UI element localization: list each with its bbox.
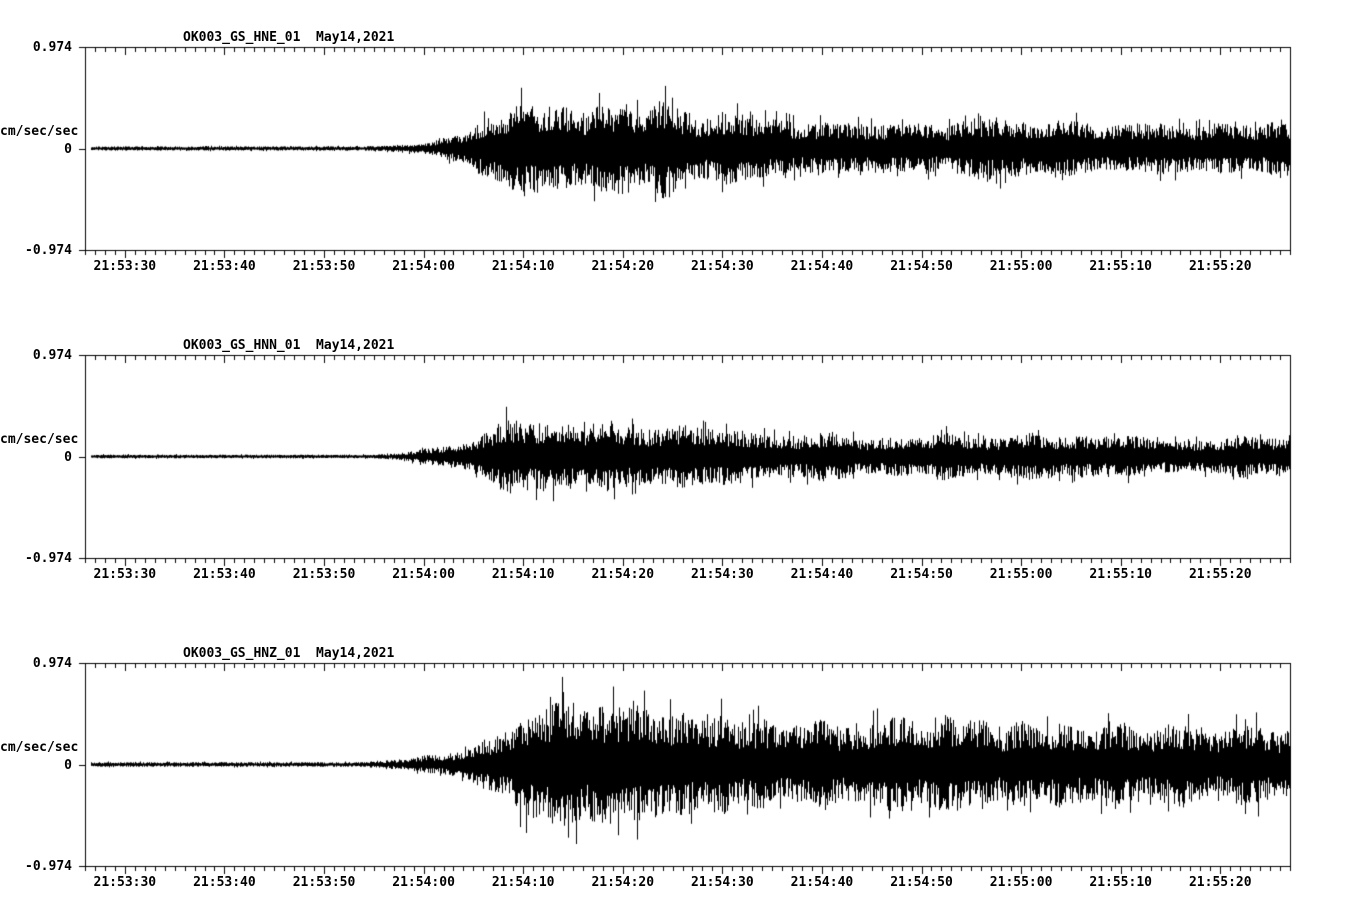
x-tick-label: 21:54:30 — [691, 567, 754, 582]
y-tick-label-zero: 0 — [64, 450, 72, 465]
seismogram-panel-hnz: OK003_GS_HNZ_01 May14,2021 0.974 cm/sec/… — [0, 616, 1358, 924]
x-tick-label: 21:55:20 — [1188, 875, 1252, 890]
waveform-trace-hne — [0, 0, 1358, 308]
x-tick-label: 21:54:00 — [392, 259, 455, 274]
x-tick-label: 21:54:00 — [392, 567, 455, 582]
x-tick-label: 21:54:40 — [790, 259, 854, 274]
x-tick-label: 21:54:50 — [890, 567, 953, 582]
waveform-trace-hnn — [0, 308, 1358, 616]
x-tick-label: 21:55:10 — [1089, 259, 1152, 274]
x-tick-label: 21:53:30 — [93, 875, 157, 890]
y-tick-label-max: 0.974 — [32, 40, 72, 55]
panel-title: OK003_GS_HNZ_01 May14,2021 — [183, 646, 395, 661]
x-tick-label: 21:54:00 — [392, 875, 455, 890]
x-tick-label: 21:54:10 — [491, 567, 555, 582]
x-tick-label: 21:55:20 — [1188, 567, 1252, 582]
x-tick-label: 21:54:20 — [591, 567, 655, 582]
panel-title: OK003_GS_HNE_01 May14,2021 — [183, 30, 395, 45]
y-axis-unit-label: cm/sec/sec — [0, 124, 79, 139]
y-tick-label-max: 0.974 — [32, 348, 72, 363]
x-tick-label: 21:54:40 — [790, 567, 854, 582]
x-tick-label: 21:53:50 — [292, 259, 356, 274]
x-tick-label: 21:54:30 — [691, 875, 754, 890]
x-tick-label: 21:55:10 — [1089, 875, 1152, 890]
x-tick-label: 21:55:10 — [1089, 567, 1152, 582]
x-tick-label: 21:53:30 — [93, 567, 157, 582]
y-tick-label-min: -0.974 — [25, 551, 72, 566]
y-tick-label-max: 0.974 — [32, 656, 72, 671]
x-tick-label: 21:54:50 — [890, 259, 953, 274]
x-tick-label: 21:54:10 — [491, 259, 555, 274]
y-tick-label-zero: 0 — [64, 758, 72, 773]
x-tick-label: 21:53:40 — [193, 875, 256, 890]
seismogram-panel-hnn: OK003_GS_HNN_01 May14,2021 0.974 cm/sec/… — [0, 308, 1358, 616]
x-tick-label: 21:53:50 — [292, 567, 356, 582]
y-tick-label-zero: 0 — [64, 142, 72, 157]
x-tick-label: 21:54:10 — [491, 875, 555, 890]
y-tick-label-min: -0.974 — [25, 859, 72, 874]
seismogram-panel-hne: OK003_GS_HNE_01 May14,2021 0.974 cm/sec/… — [0, 0, 1358, 308]
x-tick-label: 21:55:00 — [989, 567, 1053, 582]
x-tick-label: 21:53:40 — [193, 567, 256, 582]
y-axis-unit-label: cm/sec/sec — [0, 432, 79, 447]
x-tick-label: 21:54:20 — [591, 259, 655, 274]
x-tick-label: 21:55:00 — [989, 875, 1053, 890]
y-tick-label-min: -0.974 — [25, 243, 72, 258]
x-tick-label: 21:54:20 — [591, 875, 655, 890]
x-tick-label: 21:55:00 — [989, 259, 1053, 274]
x-tick-label: 21:53:30 — [93, 259, 157, 274]
waveform-trace-hnz — [0, 616, 1358, 924]
x-tick-label: 21:54:40 — [790, 875, 854, 890]
y-axis-unit-label: cm/sec/sec — [0, 740, 79, 755]
x-tick-label: 21:53:50 — [292, 875, 356, 890]
x-tick-label: 21:54:50 — [890, 875, 953, 890]
x-tick-label: 21:53:40 — [193, 259, 256, 274]
panel-title: OK003_GS_HNN_01 May14,2021 — [183, 338, 395, 353]
x-tick-label: 21:55:20 — [1188, 259, 1252, 274]
x-tick-label: 21:54:30 — [691, 259, 754, 274]
